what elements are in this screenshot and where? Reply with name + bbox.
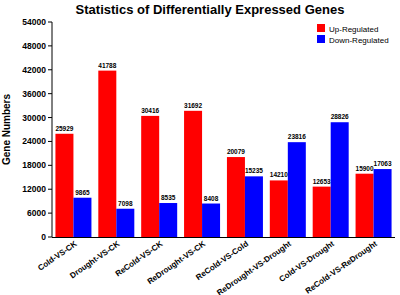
y-tick-label: 18000: [22, 160, 46, 170]
title: Statistics of Differentially Expressed G…: [76, 2, 345, 17]
y-axis: [52, 22, 53, 237]
data-label: 31692: [184, 102, 202, 109]
bar: [374, 169, 392, 237]
y-tick-label: 24000: [22, 136, 46, 146]
bar: [313, 187, 331, 237]
bar: [55, 134, 73, 237]
bar: [98, 71, 116, 237]
x-tick-label: ReDrought-VS-Drought: [215, 239, 293, 295]
chart-svg: Statistics of Differentially Expressed G…: [0, 0, 400, 295]
y-tick: [48, 69, 52, 70]
bar: [245, 176, 263, 237]
legend-label: Down-Regulated: [329, 36, 389, 45]
data-label: 7098: [118, 200, 133, 207]
bar: [116, 209, 134, 237]
bar: [331, 122, 349, 237]
data-label: 8408: [204, 195, 219, 202]
x-axis: [52, 237, 395, 238]
bar: [73, 198, 91, 237]
y-tick: [48, 189, 52, 190]
x-tick-label: Cold-VS-CK: [36, 239, 78, 272]
data-label: 15900: [356, 165, 374, 172]
data-label: 12653: [313, 178, 331, 185]
bar: [356, 174, 374, 237]
y-tick-label: 36000: [22, 89, 46, 99]
y-tick: [48, 237, 52, 238]
data-label: 28826: [331, 113, 349, 120]
y-axis-label: Gene Numbers: [1, 93, 12, 165]
bar: [159, 203, 177, 237]
data-label: 25929: [55, 125, 73, 132]
legend-label: Up-Regulated: [329, 25, 378, 34]
y-tick-label: 30000: [22, 113, 46, 123]
bar: [227, 157, 245, 237]
data-label: 20079: [227, 148, 245, 155]
y-tick-label: 54000: [22, 17, 46, 27]
x-tick-label: Drought-VS-CK: [68, 239, 121, 280]
y-tick: [48, 141, 52, 142]
data-label: 15235: [245, 167, 263, 174]
bar: [288, 142, 306, 237]
legend-swatch: [317, 35, 325, 43]
y-tick: [48, 22, 52, 23]
bar: [141, 116, 159, 237]
data-label: 14210: [270, 171, 288, 178]
data-label: 41788: [98, 62, 116, 69]
y-tick-label: 42000: [22, 65, 46, 75]
legend-swatch: [317, 24, 325, 32]
x-tick-label: ReCold-VS-ReDrought: [304, 239, 379, 295]
y-tick: [48, 45, 52, 46]
y-tick-label: 0: [41, 232, 46, 242]
data-label: 8535: [161, 194, 176, 201]
bar: [202, 204, 220, 237]
data-labels: 25929 9865 41788 7098 30416 8535 31692 8408 2007…: [55, 62, 392, 207]
y-tick-label: 48000: [22, 41, 46, 51]
bar: [184, 111, 202, 237]
y-tick: [48, 213, 52, 214]
chart-container: Statistics of Differentially Expressed G…: [0, 0, 400, 295]
data-label: 30416: [141, 107, 159, 114]
data-label: 23816: [288, 133, 306, 140]
bar: [270, 180, 288, 237]
y-tick: [48, 117, 52, 118]
y-tick: [48, 165, 52, 166]
data-label: 17063: [374, 160, 392, 167]
y-tick-label: 12000: [22, 184, 46, 194]
y-tick-label: 6000: [27, 208, 46, 218]
bars: [55, 71, 391, 237]
y-tick: [48, 93, 52, 94]
data-label: 9865: [75, 189, 90, 196]
